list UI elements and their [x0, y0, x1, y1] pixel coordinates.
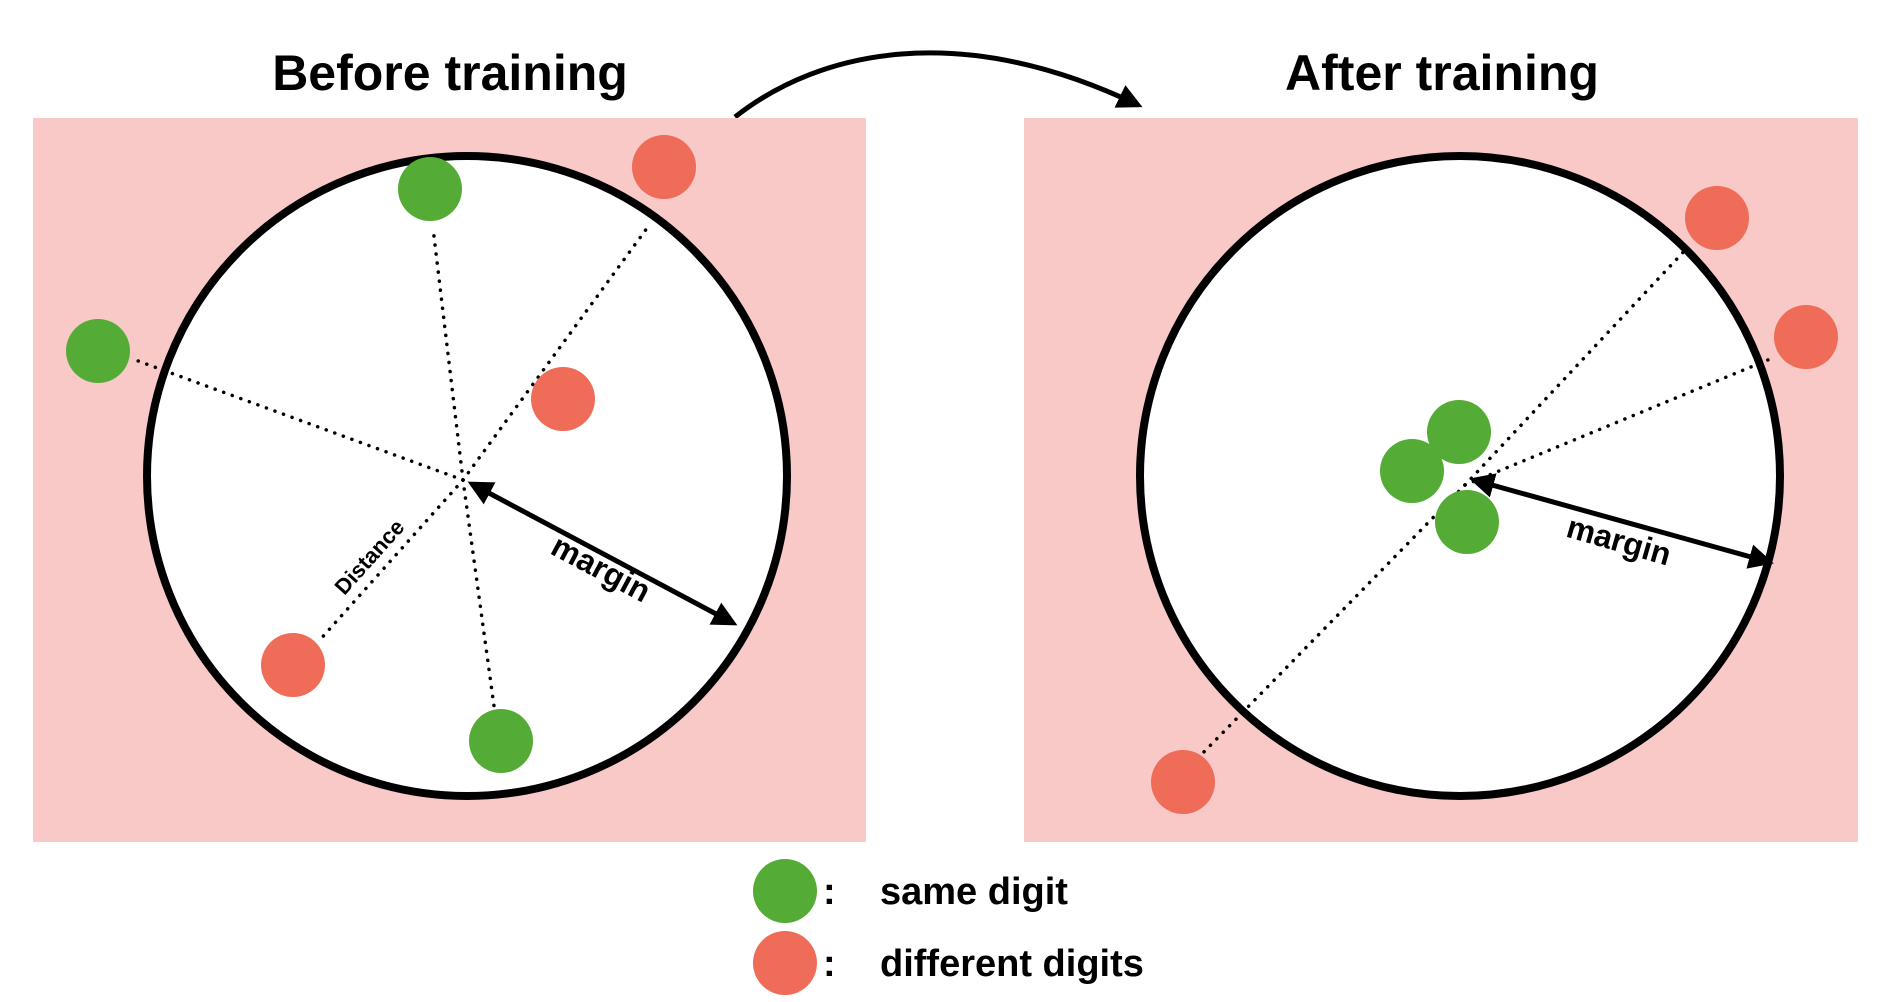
different-digit-point [632, 135, 696, 199]
same-digit-point [1427, 400, 1491, 464]
legend-same-digit-swatch [753, 859, 817, 923]
legend-different-separator: : [823, 943, 836, 985]
same-digit-point [1435, 490, 1499, 554]
legend-same-digit-label: same digit [880, 871, 1068, 913]
legend-same-separator: : [823, 871, 836, 913]
legend-different-digits-label: different digits [880, 943, 1144, 985]
after-training-distance-lines [1198, 244, 1777, 758]
same-digit-point [1380, 439, 1444, 503]
distance-line [431, 226, 465, 482]
before-training-margin-circle [143, 152, 791, 800]
transition-arrow [733, 50, 1143, 119]
distance-line [461, 222, 652, 482]
after-training-margin-arrow [1469, 473, 1774, 569]
before-training-margin-arrow [467, 481, 738, 626]
distance-line [1463, 244, 1691, 487]
same-digit-point [66, 319, 130, 383]
different-digit-point [261, 633, 325, 697]
distance-line [316, 478, 465, 644]
different-digit-point [531, 367, 595, 431]
before-training-title: Before training [272, 45, 628, 101]
legend: : same digit : different digits [753, 859, 1144, 995]
different-digit-point [1774, 305, 1838, 369]
different-digit-point [1151, 750, 1215, 814]
distance-line [1463, 355, 1777, 487]
distance-line [1198, 483, 1467, 758]
after-training-margin-circle [1136, 152, 1784, 800]
different-digit-point [1685, 186, 1749, 250]
after-training-panel: After training margin [1024, 45, 1858, 842]
legend-different-digits-swatch [753, 931, 817, 995]
after-training-title: After training [1285, 45, 1599, 101]
same-digit-point [398, 157, 462, 221]
before-training-panel: Before training margin Distance [33, 45, 866, 842]
same-digit-point [469, 709, 533, 773]
